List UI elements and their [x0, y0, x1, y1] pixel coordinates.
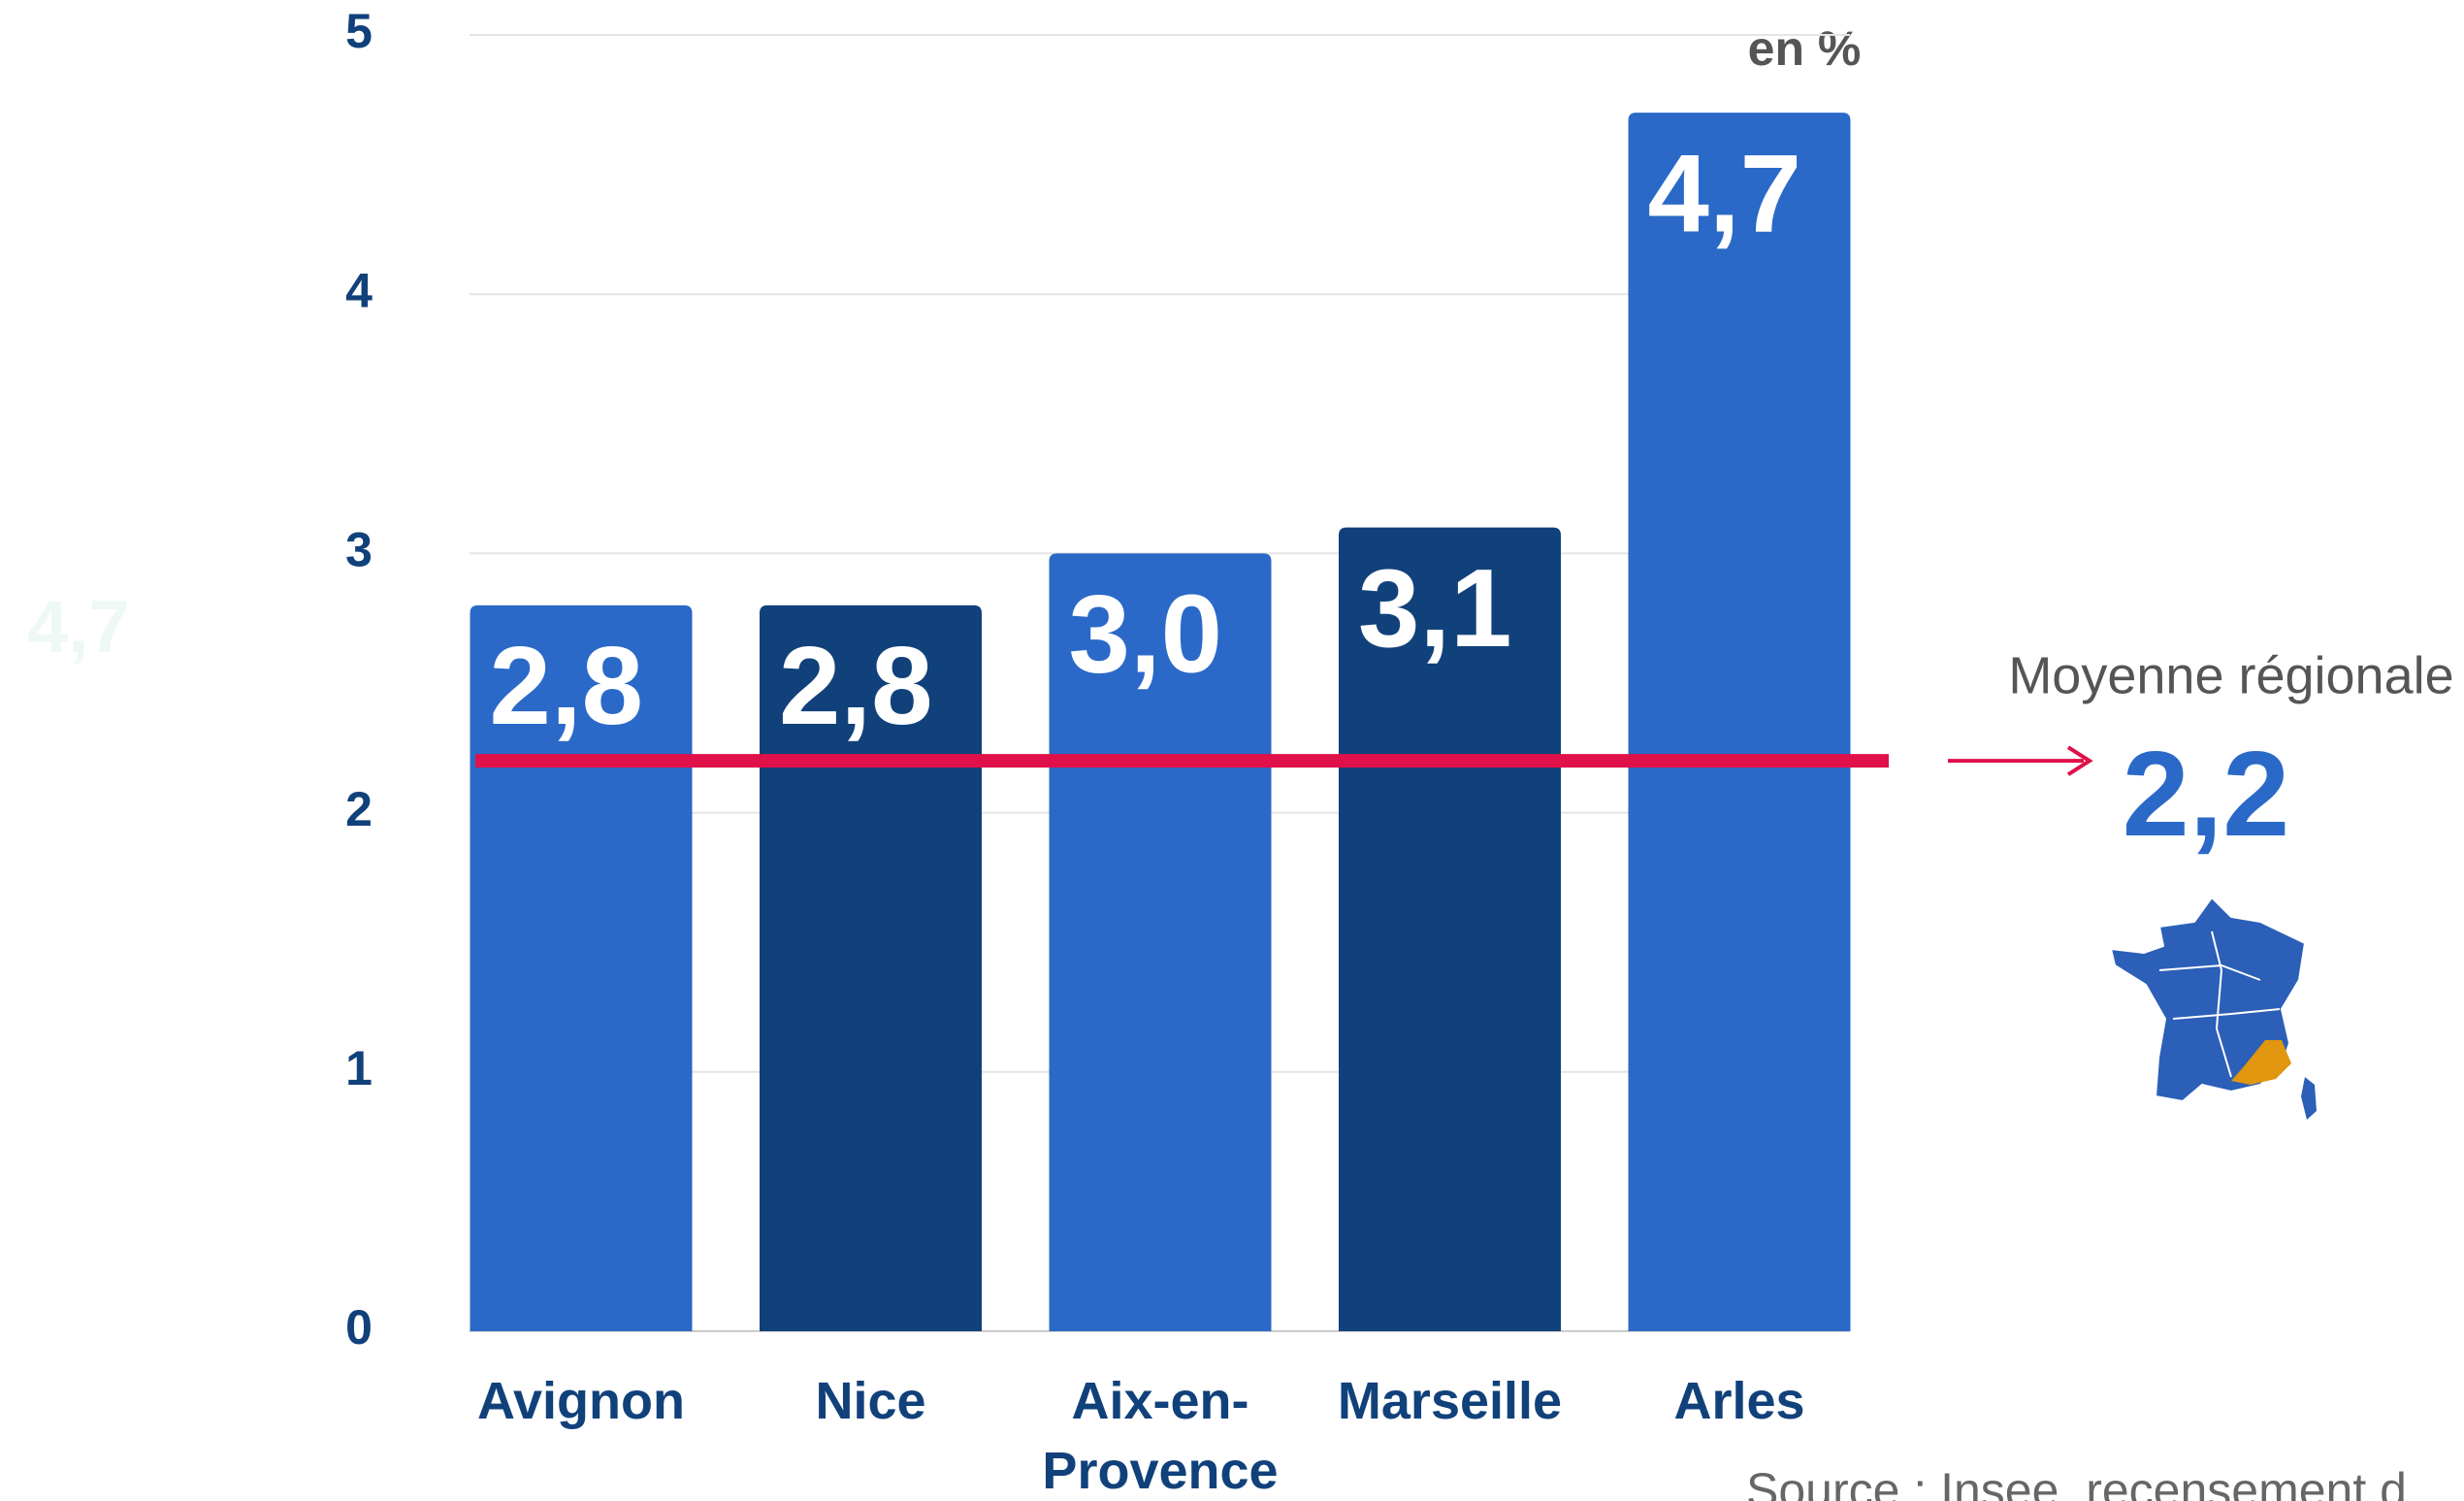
y-tick-label: 0: [345, 1300, 373, 1354]
x-tick-label: Aix-en- Provence: [1042, 1372, 1278, 1500]
x-tick-label-line: Nice: [815, 1372, 925, 1430]
reference-label: Moyenne régionale: [2008, 646, 2453, 704]
value-label: 3,1: [1358, 547, 1511, 670]
y-tick-label: 5: [345, 4, 373, 58]
bar: [1628, 113, 1851, 1331]
x-tick-label: Arles: [1673, 1372, 1804, 1430]
ghost-label: 4,7: [27, 586, 130, 669]
reference-arrowhead: [2066, 745, 2093, 776]
x-tick-label-line: Marseille: [1338, 1372, 1562, 1430]
bar: [760, 604, 982, 1331]
y-tick-label: 3: [345, 523, 373, 577]
value-label: 3,0: [1069, 573, 1222, 697]
value-label: 2,8: [490, 625, 643, 748]
y-tick-label: 2: [345, 782, 373, 836]
x-tick-label: Nice: [815, 1372, 925, 1430]
bar: [1049, 553, 1272, 1331]
corsica: [2301, 1077, 2317, 1120]
source: Source : Insee, recensement d: [1746, 1463, 2407, 1501]
bar: [470, 604, 693, 1331]
france-map: [2109, 896, 2317, 1120]
y-tick-label: 1: [345, 1041, 373, 1095]
region: [2231, 1040, 2291, 1085]
x-tick-label: Marseille: [1338, 1372, 1562, 1430]
map-borders: [2158, 930, 2281, 1078]
unit-label: en %: [1748, 21, 1862, 76]
value-label: 2,8: [779, 625, 932, 748]
x-tick-label-line: Provence: [1042, 1442, 1278, 1500]
value-label: 4,7: [1648, 132, 1801, 255]
x-tick-label-line: Arles: [1673, 1372, 1804, 1430]
bar: [1339, 527, 1561, 1331]
reference-value: 2,2: [2123, 728, 2289, 862]
y-tick-label: 4: [345, 263, 373, 317]
x-tick-label-line: Aix-en-: [1071, 1372, 1248, 1430]
x-tick-label: Avignon: [477, 1372, 685, 1430]
france: [2109, 896, 2307, 1103]
x-tick-label-line: Avignon: [477, 1372, 685, 1430]
